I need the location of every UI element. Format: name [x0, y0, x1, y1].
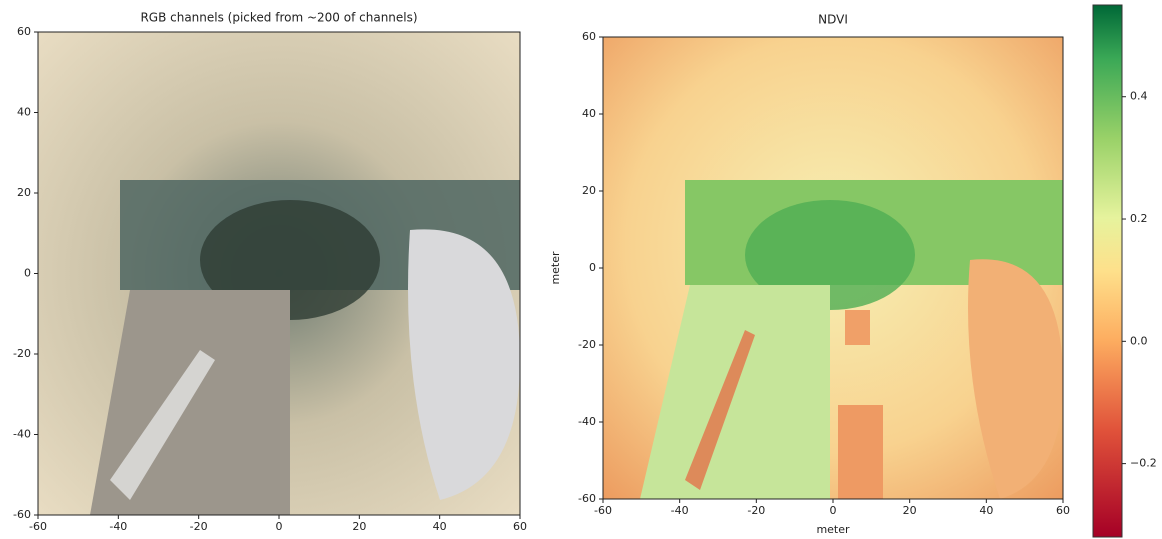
y-tick-label: -40 [578, 415, 596, 428]
y-tick-label: 40 [17, 106, 31, 119]
colorbar-tick-label: −0.2 [1130, 457, 1157, 470]
x-tick-label: 20 [903, 504, 917, 517]
y-tick-label: 40 [582, 107, 596, 120]
y-axis-label: meter [549, 251, 562, 285]
chart-title: RGB channels (picked from ~200 of channe… [140, 11, 417, 25]
x-tick-label: 60 [1056, 504, 1070, 517]
x-tick-label: -60 [594, 504, 612, 517]
x-tick-label: -20 [747, 504, 765, 517]
y-tick-label: -20 [13, 347, 31, 360]
y-tick-label: -20 [578, 338, 596, 351]
y-tick-label: 0 [24, 267, 31, 280]
y-tick-label: 0 [589, 261, 596, 274]
y-tick-label: 20 [582, 184, 596, 197]
y-tick-label: 60 [582, 30, 596, 43]
ndvi-image [603, 37, 1063, 499]
y-tick-label: 20 [17, 186, 31, 199]
y-tick-label: -60 [13, 508, 31, 521]
x-tick-label: -60 [29, 520, 47, 533]
x-tick-label: 0 [276, 520, 283, 533]
colorbar-tick-label: 0.0 [1130, 334, 1148, 347]
y-tick-label: -40 [13, 428, 31, 441]
y-tick-label: -60 [578, 492, 596, 505]
x-tick-label: -20 [190, 520, 208, 533]
x-tick-label: -40 [671, 504, 689, 517]
colorbar-tick-label: 0.2 [1130, 212, 1148, 225]
x-tick-label: 60 [513, 520, 527, 533]
x-axis-label: meter [816, 523, 850, 536]
x-tick-label: 20 [352, 520, 366, 533]
x-tick-label: 0 [830, 504, 837, 517]
y-tick-label: 60 [17, 25, 31, 38]
x-tick-label: 40 [433, 520, 447, 533]
chart-title: NDVI [818, 13, 848, 27]
x-tick-label: 40 [979, 504, 993, 517]
colorbar [1093, 5, 1122, 537]
figure: RGB channels (picked from ~200 of channe… [0, 0, 1162, 539]
colorbar-tick-label: 0.4 [1130, 90, 1148, 103]
x-tick-label: -40 [109, 520, 127, 533]
rgb-image [38, 32, 520, 515]
